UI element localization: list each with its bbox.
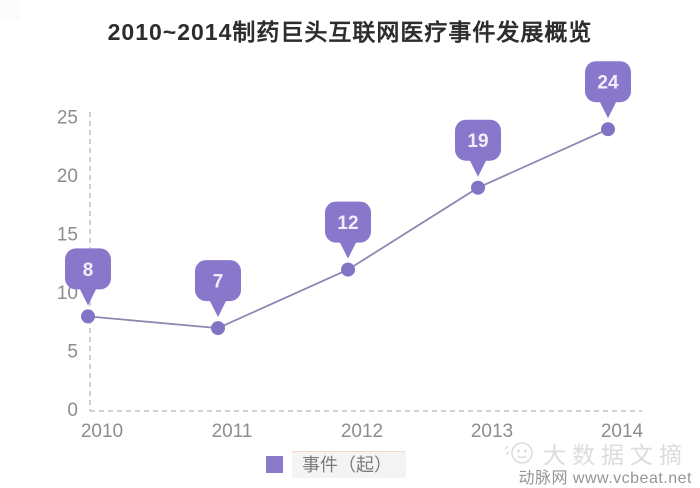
bubble-value: 24 [597, 73, 619, 94]
x-tick-label: 2013 [471, 421, 513, 442]
smiley-face-icon [504, 442, 533, 464]
data-point [601, 122, 615, 137]
chart-title: 2010~2014制药巨头互联网医疗事件发展概览 [107, 19, 593, 45]
x-tick-label: 2014 [601, 421, 644, 442]
bubble-tail [79, 287, 97, 306]
bubble-body [65, 248, 111, 290]
data-point [471, 180, 485, 195]
watermark-digest: 大数据文摘 [503, 436, 688, 470]
data-label-bubble: 12 [325, 201, 371, 259]
legend-swatch-icon [266, 456, 283, 473]
y-tick-label: 0 [67, 400, 78, 421]
bubble-value: 12 [337, 213, 358, 234]
bubble-body [585, 61, 631, 103]
watermark-source: 动脉网 www.vcbeat.net [518, 470, 692, 487]
bubble-body [195, 260, 241, 302]
bubble-tail [339, 240, 357, 259]
data-label-bubble: 19 [455, 119, 501, 177]
bubble-tail [469, 158, 487, 177]
data-label-bubble: 8 [65, 248, 111, 306]
data-point [211, 321, 225, 336]
y-tick-label: 15 [57, 225, 78, 246]
data-point [341, 262, 355, 277]
corner-artifact [0, 0, 20, 20]
legend: 事件（起） [266, 451, 406, 478]
x-tick-label: 2011 [212, 421, 253, 442]
y-tick-label: 20 [57, 166, 78, 187]
bubble-body [325, 201, 371, 243]
data-label-bubble: 7 [195, 260, 241, 318]
x-tick-label: 2012 [341, 421, 383, 442]
x-tick-label: 2010 [81, 421, 123, 442]
data-label-bubble: 24 [585, 61, 631, 119]
bubble-value: 7 [213, 272, 224, 293]
data-point [81, 309, 95, 324]
watermark-digest-text: 大数据文摘 [543, 442, 688, 468]
bubble-tail [599, 100, 617, 119]
bubble-body [455, 119, 501, 161]
bubble-value: 8 [83, 260, 94, 281]
bubble-value: 19 [467, 131, 488, 152]
bubble-tail [209, 299, 227, 318]
y-tick-label: 5 [67, 342, 78, 363]
legend-label: 事件（起） [292, 451, 406, 478]
y-tick-label: 25 [57, 108, 78, 129]
